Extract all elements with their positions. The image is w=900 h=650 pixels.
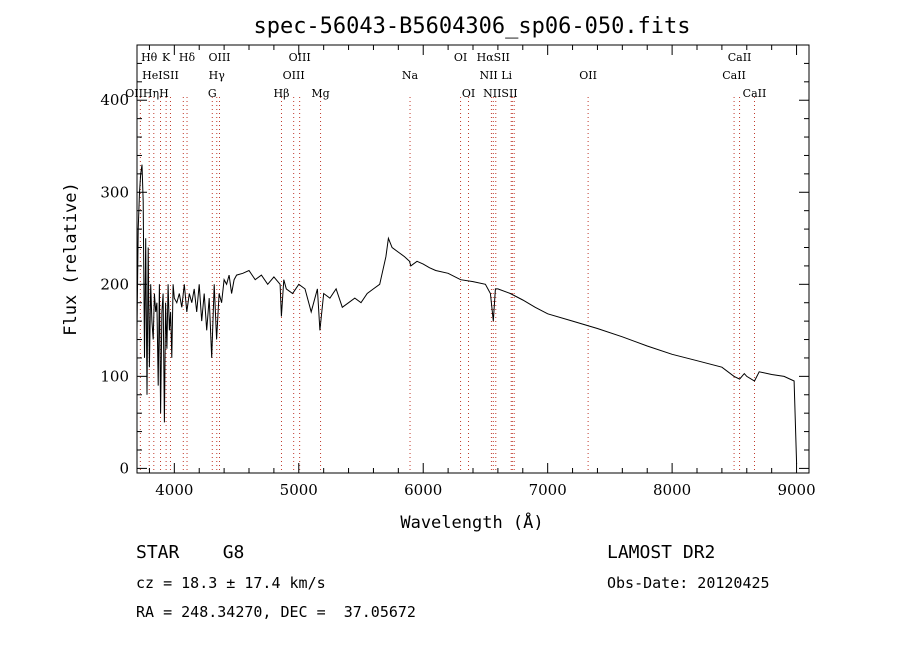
line-label: NIISII — [483, 87, 518, 100]
emission-line-markers — [139, 97, 755, 473]
y-axis-label: Flux (relative) — [61, 182, 81, 336]
chart-title: spec-56043-B5604306_sp06-050.fits — [253, 14, 690, 39]
line-label: Hθ — [141, 51, 158, 64]
x-axis-label: Wavelength (Å) — [400, 511, 543, 533]
y-tick-label: 100 — [100, 367, 129, 385]
x-tick-label: 9000 — [777, 481, 815, 499]
line-label: CaII — [722, 69, 746, 82]
line-label: OIII — [208, 51, 230, 64]
line-label: HαSII — [477, 51, 510, 64]
line-label: OIII — [283, 69, 305, 82]
y-tick-label: 400 — [100, 91, 129, 109]
observation-date: Obs-Date: 20120425 — [607, 574, 770, 592]
line-label: Hδ — [179, 51, 196, 64]
line-label: G — [208, 87, 217, 100]
line-label: Hβ — [274, 87, 290, 100]
spectrum-chart: spec-56043-B5604306_sp06-050.fits Hθ K Hδ O… — [61, 14, 816, 533]
spectrum-line — [136, 164, 798, 464]
line-label: Mg — [311, 87, 329, 100]
line-label: CaII — [728, 51, 752, 64]
x-axis-ticks: 4000 5000 6000 7000 8000 9000 — [148, 45, 816, 499]
line-label: OII — [579, 69, 597, 82]
y-tick-label: 200 — [100, 275, 129, 293]
line-label: OIIHηH — [125, 87, 168, 100]
line-label: NII Li — [479, 69, 512, 82]
y-tick-label: 0 — [119, 459, 129, 477]
line-label: OI — [454, 51, 467, 64]
x-tick-label: 8000 — [653, 481, 691, 499]
object-class: STAR G8 — [136, 542, 245, 563]
line-label: K — [162, 51, 171, 64]
x-tick-label: 7000 — [529, 481, 567, 499]
emission-line-labels: Hθ K Hδ OIII OIII OI HαSII CaII HeISII Hγ OIII Na NI… — [125, 51, 766, 100]
redshift-readout: cz = 18.3 ± 17.4 km/s — [136, 574, 326, 592]
line-label: Hγ — [209, 69, 226, 82]
x-tick-label: 6000 — [404, 481, 442, 499]
plot-frame — [136, 44, 810, 474]
line-label: CaII — [743, 87, 767, 100]
y-axis-ticks: 0 100 200 300 400 — [100, 62, 809, 477]
coordinates-readout: RA = 248.34270, DEC = 37.05672 — [136, 603, 416, 621]
line-label: Na — [402, 69, 419, 82]
x-tick-label: 5000 — [280, 481, 318, 499]
spectrum-series — [136, 164, 798, 464]
line-label: OIII — [289, 51, 311, 64]
y-tick-label: 300 — [100, 183, 129, 201]
survey-name: LAMOST DR2 — [607, 542, 716, 563]
line-label: OI — [462, 87, 475, 100]
line-label: HeISII — [142, 69, 179, 82]
x-tick-label: 4000 — [155, 481, 193, 499]
